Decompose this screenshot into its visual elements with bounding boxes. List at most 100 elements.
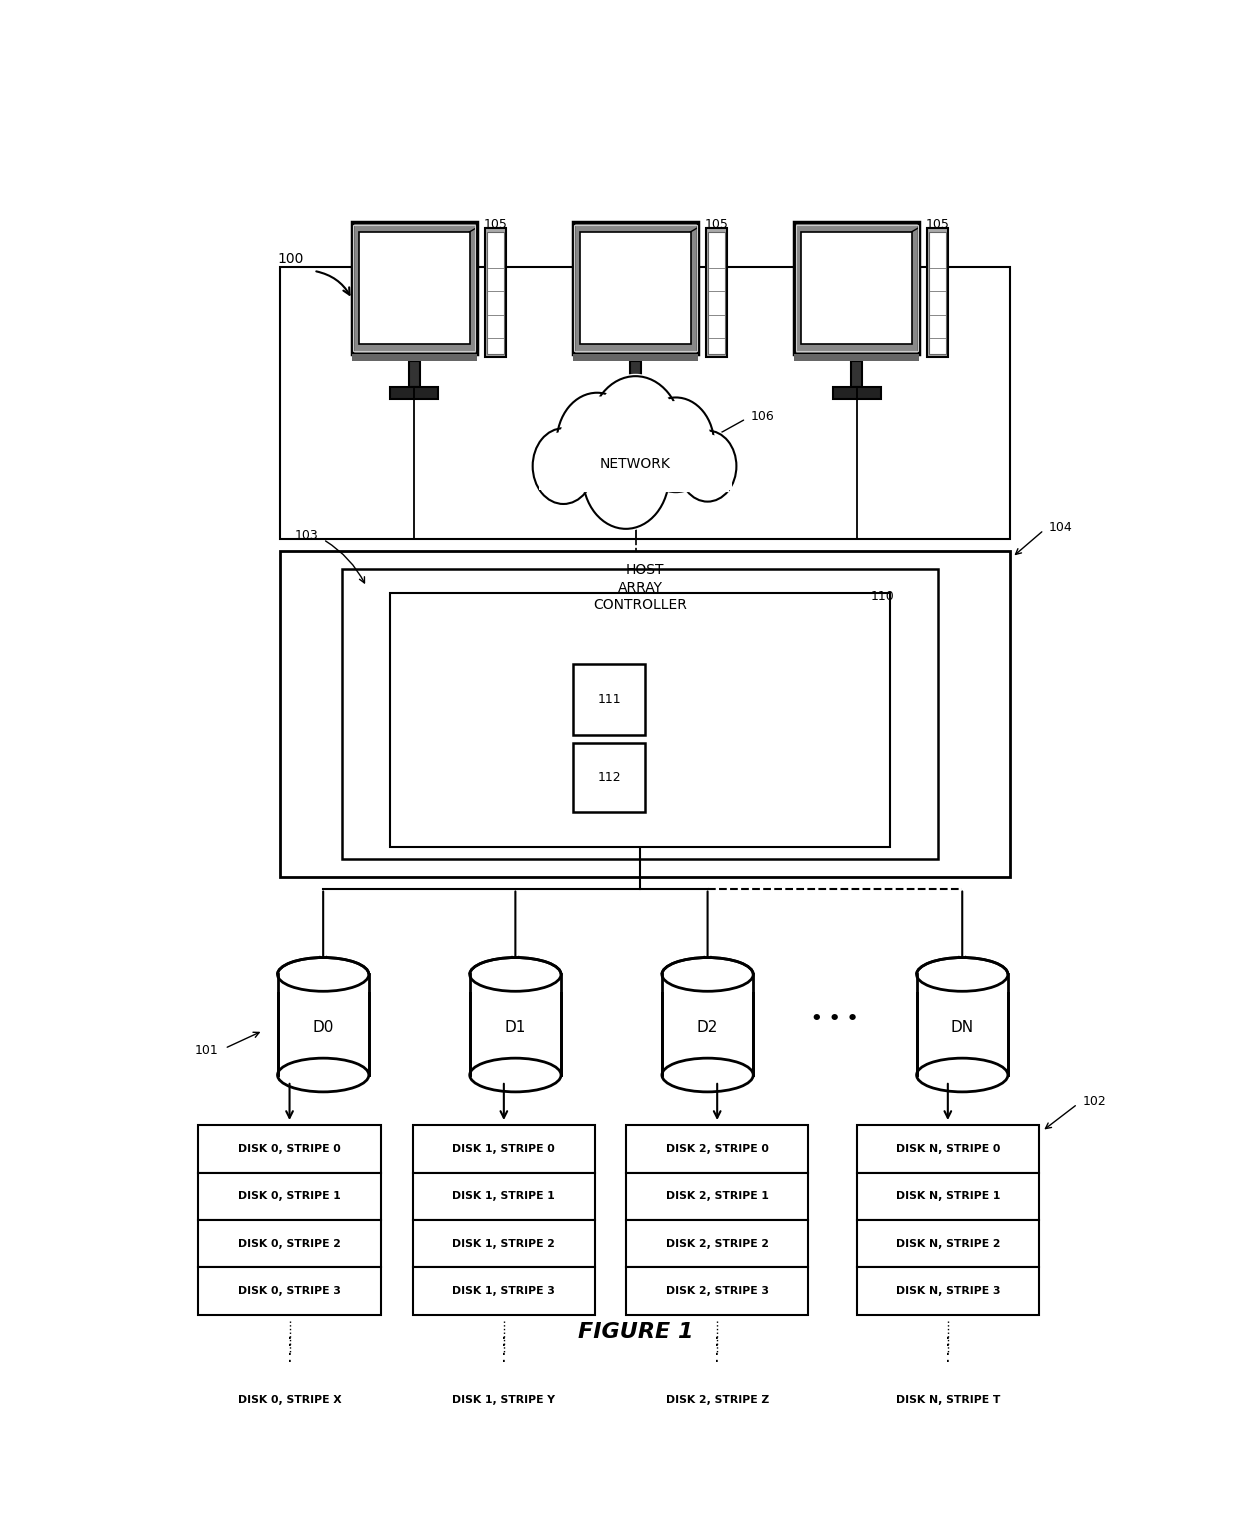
Text: :: : [501, 1331, 507, 1349]
Bar [351, 223, 477, 354]
Bar [662, 974, 753, 1074]
Bar [280, 552, 1011, 876]
Bar [573, 664, 645, 735]
Bar [796, 224, 918, 352]
Text: 101: 101 [195, 1044, 218, 1057]
Text: DISK 1, STRIPE Y: DISK 1, STRIPE Y [453, 1396, 556, 1405]
Ellipse shape [278, 1057, 368, 1091]
Ellipse shape [916, 1057, 1008, 1091]
Ellipse shape [662, 958, 753, 991]
Bar [573, 223, 698, 354]
Bar [915, 973, 1009, 993]
Bar [487, 232, 505, 354]
Text: 110: 110 [870, 590, 895, 603]
Text: DISK 2, STRIPE Z: DISK 2, STRIPE Z [666, 1396, 769, 1405]
Bar [391, 593, 890, 847]
Text: DISK 2, STRIPE 0: DISK 2, STRIPE 0 [666, 1144, 769, 1154]
Bar [391, 387, 439, 398]
Text: DISK 0, STRIPE 3: DISK 0, STRIPE 3 [238, 1286, 341, 1296]
Bar [708, 232, 725, 354]
Bar [467, 973, 563, 993]
Text: 104: 104 [1049, 521, 1073, 535]
Text: DISK 0, STRIPE 1: DISK 0, STRIPE 1 [238, 1191, 341, 1202]
Text: DISK N, STRIPE 0: DISK N, STRIPE 0 [895, 1144, 999, 1154]
Bar [794, 223, 920, 354]
Bar [573, 742, 645, 812]
Text: D0: D0 [312, 1019, 334, 1034]
Text: :: : [945, 1348, 951, 1366]
Bar [857, 1268, 1039, 1314]
Bar [413, 1220, 595, 1268]
Circle shape [536, 432, 591, 501]
Bar [198, 1268, 381, 1314]
Bar [198, 1376, 381, 1423]
Bar [198, 1125, 381, 1173]
Text: 112: 112 [598, 772, 621, 784]
Bar [928, 227, 949, 357]
Ellipse shape [470, 1057, 560, 1091]
Text: 105: 105 [926, 218, 950, 231]
Bar [626, 1376, 808, 1423]
Bar [580, 232, 691, 344]
Circle shape [531, 426, 596, 506]
Circle shape [640, 401, 712, 489]
Circle shape [636, 395, 717, 495]
Circle shape [585, 426, 666, 526]
Text: 111: 111 [598, 693, 621, 705]
Bar [630, 361, 641, 387]
Text: :: : [945, 1331, 951, 1349]
Text: NETWORK: NETWORK [600, 456, 671, 470]
Bar [413, 1376, 595, 1423]
Bar [573, 354, 698, 361]
Text: DISK N, STRIPE 1: DISK N, STRIPE 1 [895, 1191, 999, 1202]
Bar [198, 1220, 381, 1268]
Circle shape [554, 390, 640, 495]
Bar [470, 974, 560, 1074]
Bar [539, 460, 732, 490]
Text: 102: 102 [1083, 1096, 1106, 1108]
Text: DISK 0, STRIPE X: DISK 0, STRIPE X [238, 1396, 341, 1405]
Ellipse shape [278, 958, 368, 991]
Circle shape [682, 433, 734, 498]
Bar [342, 569, 939, 859]
Bar [439, 629, 842, 836]
Text: HOST: HOST [626, 563, 665, 578]
Bar [929, 232, 946, 354]
Text: DISK 1, STRIPE 3: DISK 1, STRIPE 3 [453, 1286, 556, 1296]
Bar [626, 1125, 808, 1173]
Bar [413, 1173, 595, 1220]
Bar [832, 387, 880, 398]
Bar [626, 1220, 808, 1268]
Circle shape [580, 420, 671, 532]
Circle shape [677, 429, 738, 504]
Text: :: : [286, 1348, 293, 1366]
Text: DISK 2, STRIPE 3: DISK 2, STRIPE 3 [666, 1286, 769, 1296]
Bar [280, 267, 1011, 539]
Ellipse shape [662, 1057, 753, 1091]
Text: DISK 0, STRIPE 2: DISK 0, STRIPE 2 [238, 1239, 341, 1248]
Text: • • •: • • • [811, 1010, 858, 1028]
Text: :: : [714, 1348, 720, 1366]
Text: :: : [286, 1331, 293, 1349]
Bar [351, 354, 477, 361]
Circle shape [559, 397, 635, 489]
Bar [413, 1125, 595, 1173]
Text: D1: D1 [505, 1019, 526, 1034]
Text: 100: 100 [278, 252, 304, 266]
Bar [801, 232, 911, 344]
Text: :: : [501, 1348, 507, 1366]
Bar [413, 1268, 595, 1314]
Bar [353, 224, 475, 352]
Text: DN: DN [951, 1019, 973, 1034]
Circle shape [593, 380, 678, 486]
Bar [485, 227, 506, 357]
Bar [660, 973, 755, 993]
Bar [574, 224, 697, 352]
Text: DISK 2, STRIPE 2: DISK 2, STRIPE 2 [666, 1239, 769, 1248]
Text: FIGURE 1: FIGURE 1 [578, 1322, 693, 1342]
Text: DISK 1, STRIPE 2: DISK 1, STRIPE 2 [453, 1239, 556, 1248]
Bar [409, 361, 420, 387]
Bar [626, 1173, 808, 1220]
Text: DISK N, STRIPE T: DISK N, STRIPE T [895, 1396, 999, 1405]
Text: DISK N, STRIPE 2: DISK N, STRIPE 2 [895, 1239, 1001, 1248]
